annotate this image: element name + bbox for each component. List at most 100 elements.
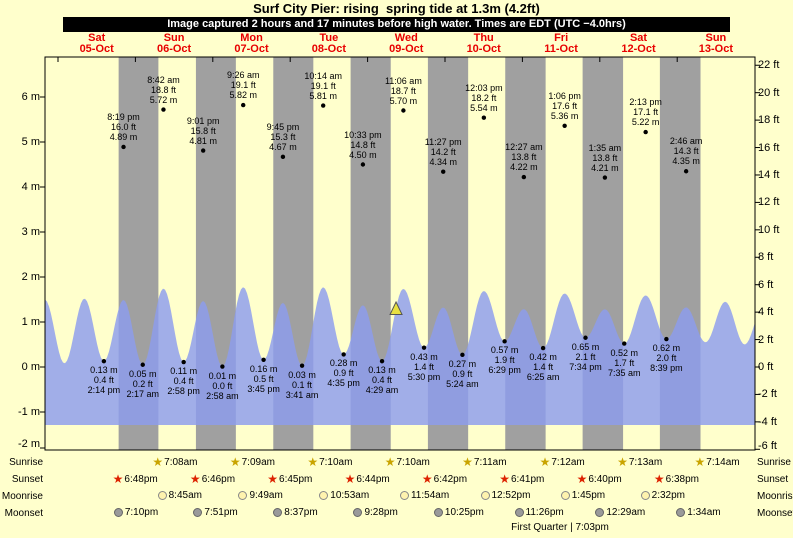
sunset-time: 6:44pm xyxy=(356,473,390,485)
moonset-item: 7:51pm xyxy=(193,507,238,518)
moonset-time: 8:37pm xyxy=(284,507,318,518)
sunrise-time: 7:14am xyxy=(706,456,740,468)
sunset-time: 6:38pm xyxy=(665,473,699,485)
sunrise-time: 7:09am xyxy=(241,456,275,468)
moonset-time: 9:28pm xyxy=(364,507,398,518)
moonset-item: 11:26pm xyxy=(514,507,564,518)
sunset-time: 6:48pm xyxy=(124,473,158,485)
sunset-item: ★ 6:45pm xyxy=(267,473,312,485)
sunset-star-icon: ★ xyxy=(189,472,201,486)
moonrise-item: 2:32pm xyxy=(640,490,686,501)
sunrise-item: ★ 7:10am xyxy=(307,456,352,468)
low-tide-dot xyxy=(421,345,427,350)
moonrise-time: 9:49am xyxy=(249,490,283,501)
sunset-time: 6:40pm xyxy=(588,473,622,485)
sunrise-time: 7:11am xyxy=(473,456,507,468)
moonrise-label-right: Moonrise xyxy=(757,491,793,502)
moonrise-item: 8:45am xyxy=(157,490,202,501)
high-tide-dot xyxy=(121,144,126,150)
high-tide-dot xyxy=(521,174,527,180)
moonrise-item: 11:54am xyxy=(399,490,450,501)
sunset-time: 6:46pm xyxy=(201,473,236,485)
sunrise-time: 7:12am xyxy=(551,456,585,468)
moonrise-icon xyxy=(640,491,650,500)
high-tide-dot xyxy=(360,162,366,167)
sunrise-star-icon: ★ xyxy=(229,455,241,469)
sunset-star-icon: ★ xyxy=(499,472,510,486)
moonrise-time: 2:32pm xyxy=(651,490,686,501)
moonset-icon xyxy=(676,508,686,517)
high-tide-dot xyxy=(280,154,286,160)
sunrise-star-icon: ★ xyxy=(694,455,706,469)
sunset-star-icon: ★ xyxy=(267,472,279,486)
sunset-item: ★ 6:38pm xyxy=(654,473,699,485)
moonset-item: 9:28pm xyxy=(353,507,398,518)
sunrise-star-icon: ★ xyxy=(617,455,628,469)
moonrise-icon xyxy=(399,491,409,500)
sunrise-time: 7:10am xyxy=(319,456,353,468)
sunrise-star-icon: ★ xyxy=(152,455,164,469)
sunrise-item: ★ 7:09am xyxy=(230,456,275,468)
high-tide-dot xyxy=(200,148,206,153)
high-tide-dot xyxy=(161,107,166,112)
low-tide-dot xyxy=(140,362,145,367)
sunrise-star-icon: ★ xyxy=(462,455,473,469)
moonset-icon xyxy=(193,508,203,517)
moon-phase-note: First Quarter | 7:03pm xyxy=(511,522,609,533)
moonset-item: 8:37pm xyxy=(273,507,318,518)
moonset-label-left: Moonset xyxy=(4,508,43,519)
sunset-item: ★ 6:41pm xyxy=(499,473,544,485)
capture-info-banner: Image captured 2 hours and 17 minutes be… xyxy=(63,17,730,32)
chart-frame xyxy=(44,56,756,451)
sunrise-star-icon: ★ xyxy=(307,455,319,469)
sunrise-label-right: Sunrise xyxy=(757,457,791,468)
moonset-item: 7:10pm xyxy=(113,507,159,518)
sunrise-item: ★ 7:08am xyxy=(152,456,197,468)
sunset-time: 6:41pm xyxy=(511,473,545,485)
sunset-star-icon: ★ xyxy=(653,472,665,486)
sunrise-row: Sunrise Sunrise ★ 7:08am ★ 7:09am ★ 7:10am ★ 7:… xyxy=(0,455,793,471)
sunrise-item: ★ 7:11am xyxy=(462,456,506,468)
sunrise-star-icon: ★ xyxy=(384,455,396,469)
moonset-icon xyxy=(433,508,443,517)
sunrise-item: ★ 7:10am xyxy=(385,456,430,468)
moonrise-time: 11:54am xyxy=(410,490,450,501)
moonset-item: 1:34am xyxy=(676,507,721,518)
current-tide-marker xyxy=(389,300,403,315)
high-tide-dot xyxy=(441,169,446,174)
low-tide-dot xyxy=(379,358,385,364)
moonset-item: 12:29am xyxy=(595,507,645,518)
sunset-time: 6:45pm xyxy=(279,473,313,485)
moonrise-item: 9:49am xyxy=(238,490,283,501)
low-tide-dot xyxy=(460,352,465,358)
sunset-item: ★ 6:40pm xyxy=(577,473,622,485)
moonrise-time: 12:52pm xyxy=(491,490,531,501)
sunset-item: ★ 6:42pm xyxy=(422,473,467,485)
page-title: Surf City Pier: rising spring tide at 1.… xyxy=(253,1,540,16)
sunset-star-icon: ★ xyxy=(576,472,588,486)
moonrise-item: 12:52pm xyxy=(480,490,531,501)
moonset-time: 12:29am xyxy=(606,507,646,518)
sunrise-item: ★ 7:14am xyxy=(695,456,740,468)
sunset-star-icon: ★ xyxy=(344,472,356,486)
moonset-time: 7:10pm xyxy=(124,507,159,518)
moonrise-row: Moonrise Moonrise 8:45am 9:49am 10:53am 11:… xyxy=(0,489,793,505)
sunrise-star-icon: ★ xyxy=(539,455,551,469)
moonrise-item: 10:53am xyxy=(319,490,369,501)
high-tide-dot xyxy=(241,102,246,108)
low-tide-dot xyxy=(622,341,627,346)
sunrise-time: 7:10am xyxy=(396,456,430,468)
high-tide-dot xyxy=(683,169,689,174)
sunset-row: Sunset Sunset ★ 6:48pm ★ 6:46pm ★ 6:45pm ★ 6:44… xyxy=(0,472,793,488)
low-tide-dot xyxy=(540,345,546,351)
moonset-icon xyxy=(353,508,363,517)
moonrise-icon xyxy=(238,491,248,500)
sunrise-time: 7:13am xyxy=(628,456,663,468)
moonset-label-right: Moonset xyxy=(757,508,793,519)
sunrise-label-left: Sunrise xyxy=(9,457,43,468)
moonrise-icon xyxy=(157,491,167,500)
sunset-item: ★ 6:48pm xyxy=(113,473,158,485)
moonrise-icon xyxy=(560,491,570,500)
low-tide-dot xyxy=(664,336,669,342)
